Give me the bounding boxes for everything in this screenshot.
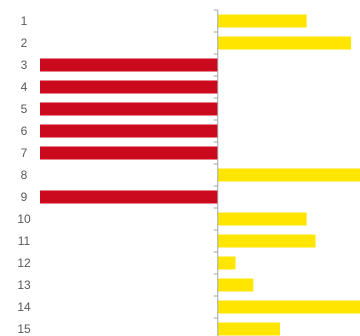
- category-tick-label: 9: [21, 190, 28, 204]
- bar-negative: [40, 58, 218, 72]
- bar-positive: [217, 300, 360, 314]
- category-tick-label: 14: [17, 300, 31, 314]
- category-tick-label: 1: [21, 14, 28, 28]
- bar-positive: [217, 278, 254, 292]
- category-tick-label: 5: [21, 102, 28, 116]
- category-tick-label: 11: [18, 234, 31, 248]
- category-tick-label: 6: [21, 124, 28, 138]
- bar-positive: [217, 212, 307, 226]
- category-tick-label: 13: [17, 278, 31, 292]
- category-tick-label: 8: [21, 168, 28, 182]
- bar-positive: [217, 322, 280, 336]
- category-tick-label: 2: [21, 36, 28, 50]
- category-tick-label: 3: [21, 58, 28, 72]
- bar-positive: [217, 234, 316, 248]
- bar-positive: [217, 256, 236, 270]
- bar-negative: [40, 102, 218, 116]
- bar-positive: [217, 168, 360, 182]
- category-tick-label: 12: [17, 256, 31, 270]
- bar-negative: [40, 124, 218, 138]
- bar-positive: [217, 14, 307, 28]
- category-tick-label: 15: [17, 322, 31, 336]
- category-axis: [213, 9, 219, 336]
- category-tick-label: 10: [17, 212, 31, 226]
- category-tick-label: 4: [21, 80, 28, 94]
- bar-negative: [40, 80, 218, 94]
- bar-negative: [40, 190, 218, 204]
- bars: [40, 14, 360, 336]
- category-tick-label: 7: [21, 146, 28, 160]
- bar-negative: [40, 146, 218, 160]
- bar-positive: [217, 36, 352, 50]
